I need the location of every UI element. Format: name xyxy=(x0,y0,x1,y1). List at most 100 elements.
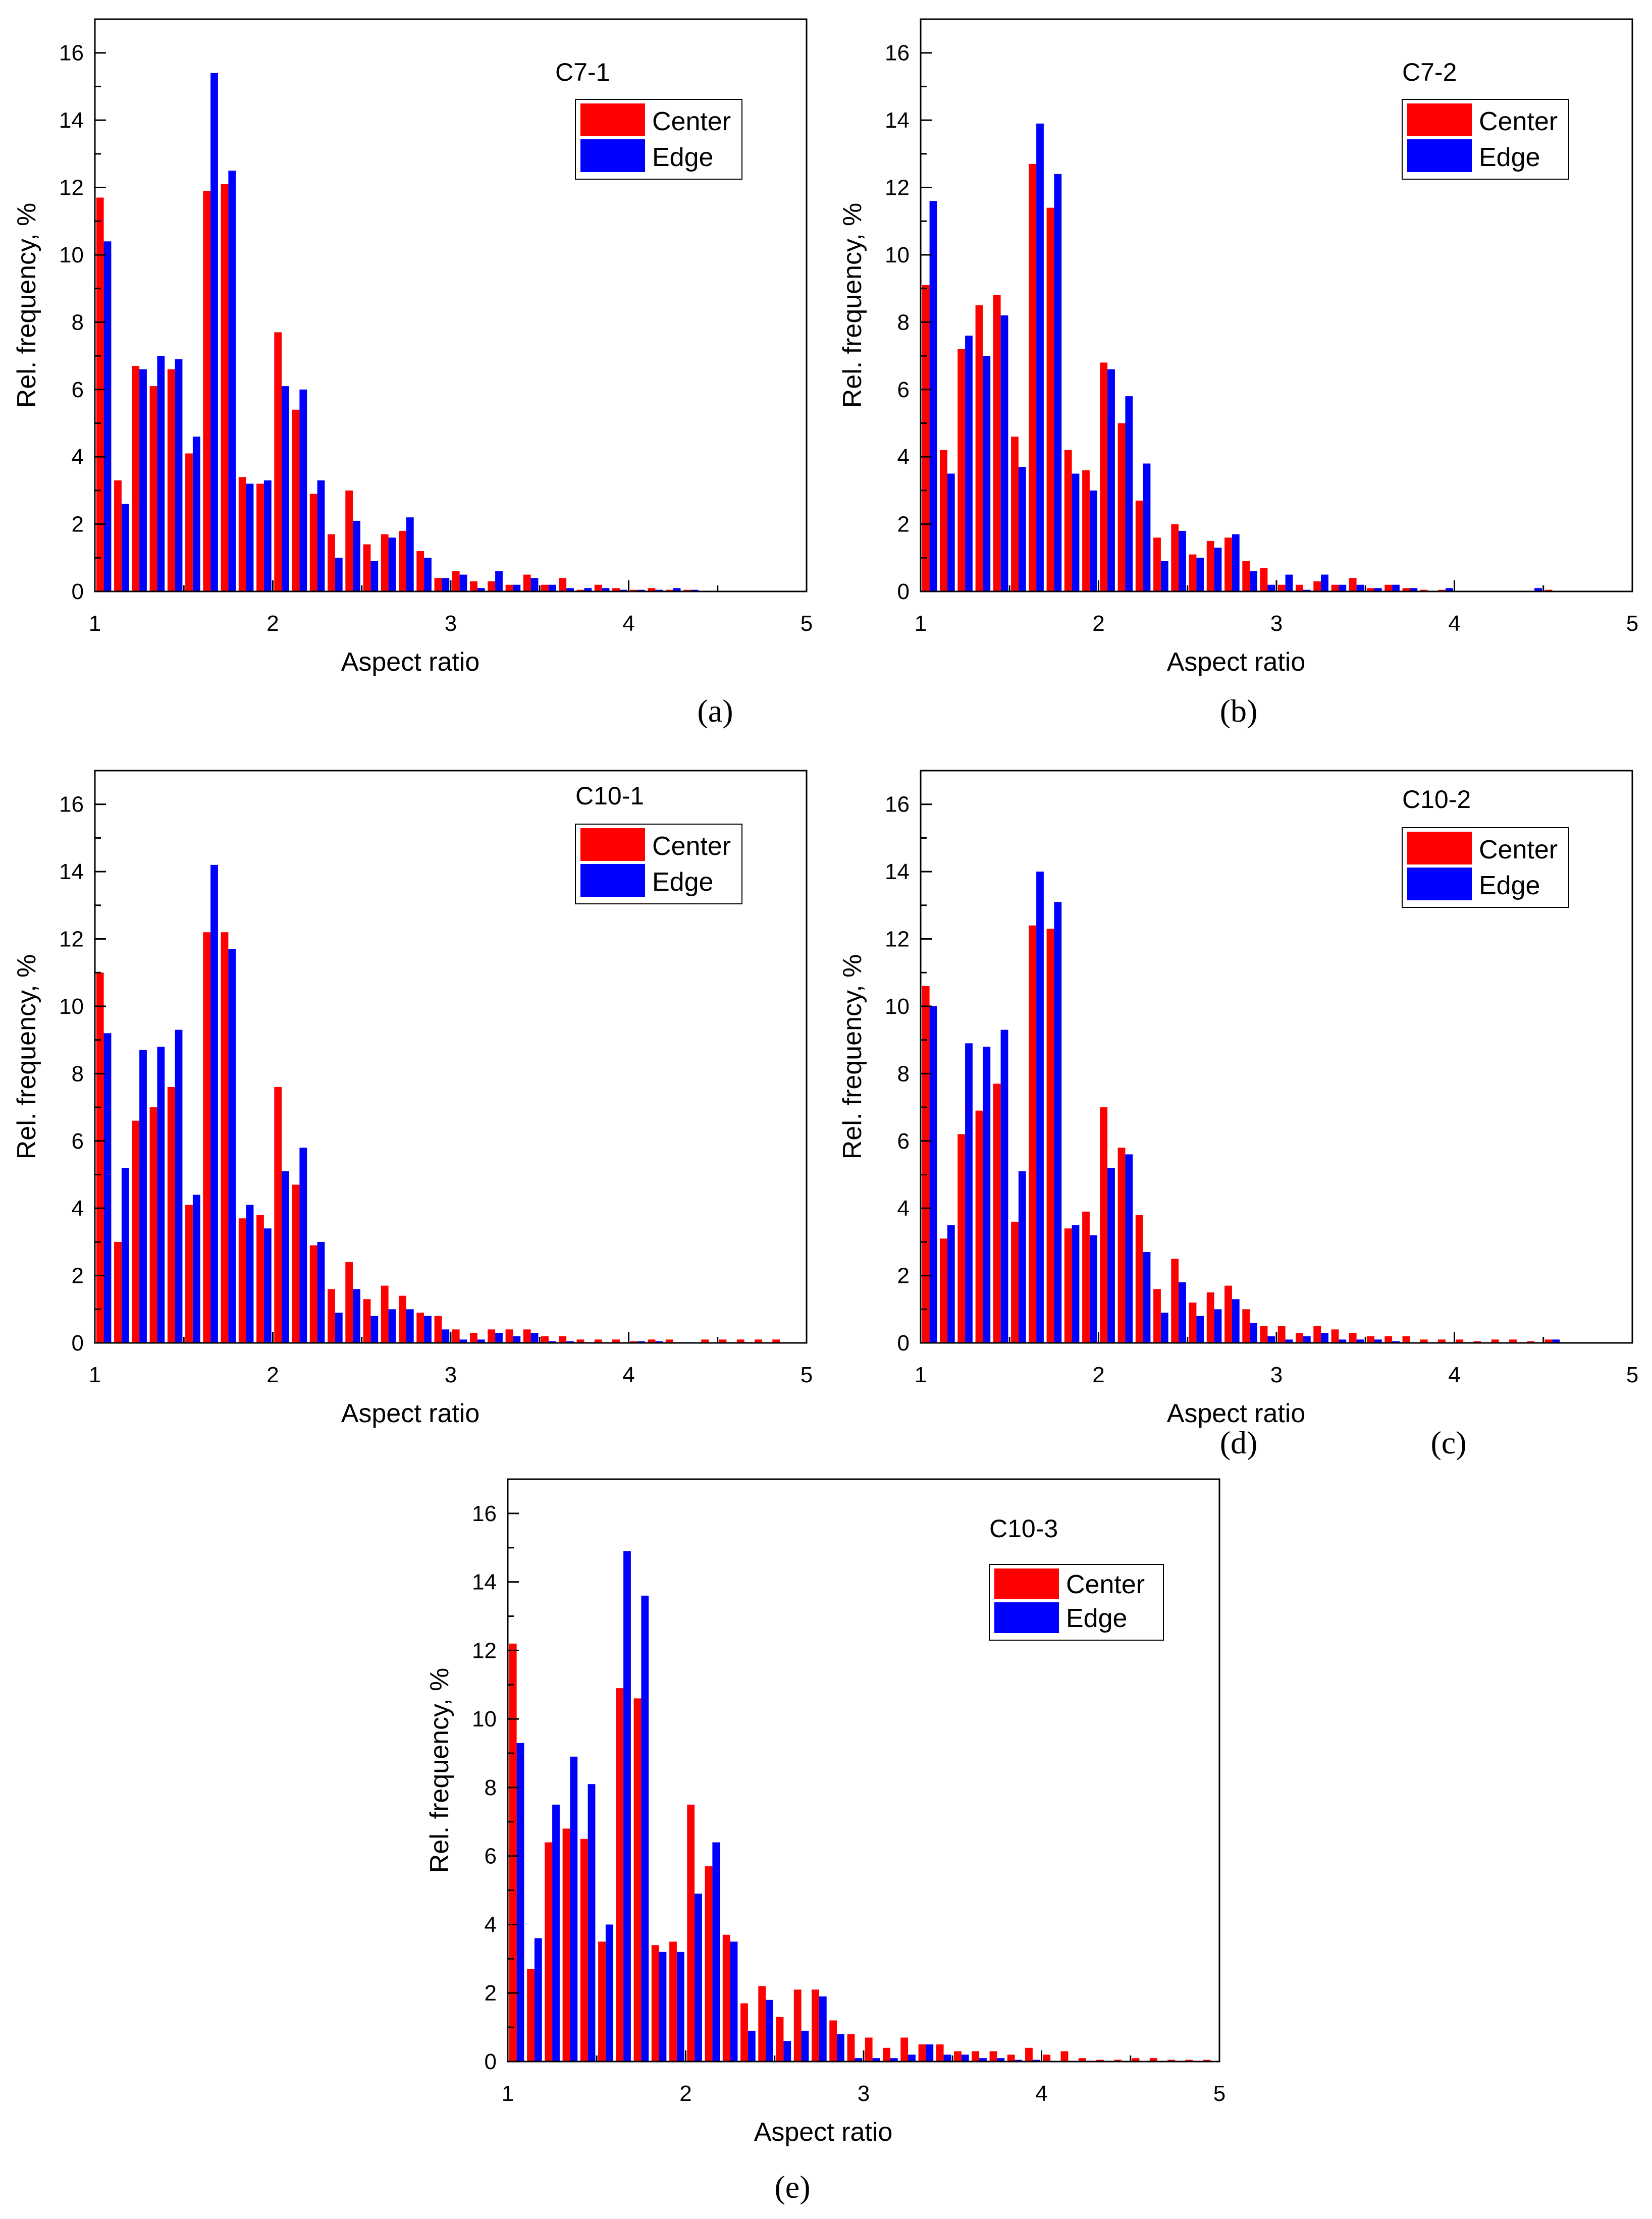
bar-edge-18 xyxy=(819,1996,827,2062)
bar-center-6 xyxy=(185,453,193,591)
bar-edge-30 xyxy=(1445,588,1453,591)
bar-edge-2 xyxy=(947,1225,955,1343)
bar-edge-21 xyxy=(872,2058,880,2062)
legend-swatch-center xyxy=(1407,103,1472,136)
x-tick-label: 3 xyxy=(1270,611,1283,636)
y-tick-label: 16 xyxy=(885,792,910,817)
bar-center-31 xyxy=(1456,1339,1464,1343)
y-tick-label: 8 xyxy=(72,1061,84,1086)
bar-center-13 xyxy=(1135,1215,1143,1343)
bar-center-16 xyxy=(1189,554,1197,591)
bar-center-11 xyxy=(1100,362,1108,591)
x-axis-title: Aspect ratio xyxy=(341,1399,480,1428)
legend-swatch-edge xyxy=(1407,868,1472,900)
x-tick-label: 2 xyxy=(1092,1363,1104,1387)
x-tick-label: 3 xyxy=(858,2081,870,2106)
bar-edge-3 xyxy=(139,1050,147,1343)
bar-edge-6 xyxy=(192,1195,200,1343)
bar-edge-34 xyxy=(690,589,699,591)
bar-center-25 xyxy=(1349,578,1357,591)
bar-center-9 xyxy=(1064,1228,1072,1343)
bar-center-32 xyxy=(648,1339,656,1343)
bar-center-33 xyxy=(665,1339,673,1343)
y-tick-label: 12 xyxy=(885,927,910,952)
bar-center-27 xyxy=(1384,1336,1393,1343)
bar-center-30 xyxy=(1438,589,1446,591)
bar-center-3 xyxy=(132,1120,140,1343)
bar-center-28 xyxy=(576,589,584,591)
bar-center-14 xyxy=(740,2003,748,2062)
bar-center-27 xyxy=(559,1336,567,1343)
bar-center-37 xyxy=(736,1339,744,1343)
bar-center-10 xyxy=(1082,470,1090,591)
y-tick-label: 14 xyxy=(59,108,84,133)
bar-center-7 xyxy=(1029,164,1037,591)
bar-center-10 xyxy=(256,483,264,591)
bar-edge-27 xyxy=(566,588,574,591)
bar-center-18 xyxy=(399,1295,406,1343)
legend-label: Center xyxy=(652,832,731,861)
bar-edge-6 xyxy=(605,1924,613,2062)
bar-center-31 xyxy=(630,589,638,591)
bar-edge-8 xyxy=(1054,902,1062,1343)
bar-edge-5 xyxy=(588,1784,596,2062)
bar-edge-31 xyxy=(637,1341,645,1343)
bar-center-3 xyxy=(545,1842,553,2062)
bar-center-20 xyxy=(847,2034,855,2062)
bar-center-22 xyxy=(470,581,477,591)
bar-center-20 xyxy=(434,578,442,591)
bar-edge-32 xyxy=(655,1341,663,1343)
y-tick-label: 8 xyxy=(897,1061,910,1086)
y-axis-title: Rel. frequency, % xyxy=(425,1668,454,1873)
bar-edge-18 xyxy=(406,1309,414,1343)
bar-edge-32 xyxy=(655,589,663,591)
y-tick-label: 16 xyxy=(885,41,910,66)
y-tick-label: 6 xyxy=(897,377,910,402)
bar-edge-12 xyxy=(299,1148,307,1343)
sample-label: C7-2 xyxy=(1402,58,1457,86)
bar-edge-23 xyxy=(495,1333,503,1343)
y-tick-label: 14 xyxy=(885,859,910,884)
y-tick-label: 6 xyxy=(485,1844,497,1869)
bar-edge-6 xyxy=(1018,467,1026,591)
bar-center-26 xyxy=(1367,1336,1374,1343)
bar-edge-9 xyxy=(1072,1225,1080,1343)
bar-edge-1 xyxy=(516,1743,524,2062)
bar-center-35 xyxy=(1114,2060,1122,2062)
bar-edge-5 xyxy=(1000,1030,1008,1343)
y-tick-label: 2 xyxy=(897,512,910,537)
bar-center-8 xyxy=(221,932,229,1343)
bar-center-16 xyxy=(363,1299,371,1343)
bar-center-3 xyxy=(957,349,966,591)
bar-edge-7 xyxy=(210,864,218,1343)
bar-center-25 xyxy=(523,1329,531,1343)
bar-center-5 xyxy=(993,295,1001,591)
y-tick-label: 6 xyxy=(72,1129,84,1154)
bar-edge-2 xyxy=(947,473,955,591)
bar-center-7 xyxy=(1029,925,1037,1343)
bar-center-38 xyxy=(755,1339,762,1343)
bar-edge-19 xyxy=(424,558,432,591)
y-tick-label: 4 xyxy=(897,1196,910,1221)
bar-edge-24 xyxy=(513,584,521,591)
bar-edge-9 xyxy=(1072,473,1080,591)
bar-edge-11 xyxy=(1107,1168,1115,1343)
bar-center-30 xyxy=(1025,2047,1033,2062)
bar-edge-19 xyxy=(1250,1323,1257,1343)
legend-swatch-edge xyxy=(994,1602,1059,1633)
bar-edge-24 xyxy=(513,1336,521,1343)
bar-center-9 xyxy=(651,1945,659,2062)
bar-center-35 xyxy=(701,1339,709,1343)
bar-edge-27 xyxy=(979,2058,987,2062)
bar-center-24 xyxy=(505,1329,513,1343)
y-tick-label: 12 xyxy=(885,176,910,200)
bar-edge-14 xyxy=(335,1313,343,1343)
bar-center-13 xyxy=(1135,500,1143,591)
bar-center-20 xyxy=(1260,1326,1268,1343)
bar-center-1 xyxy=(922,285,930,591)
bar-center-23 xyxy=(1313,581,1321,591)
x-tick-label: 4 xyxy=(1035,2081,1047,2106)
bar-center-18 xyxy=(812,1989,819,2062)
